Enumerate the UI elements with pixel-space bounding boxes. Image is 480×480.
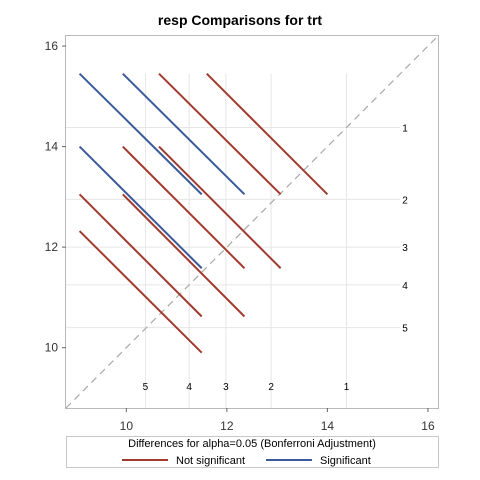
gridlines xyxy=(66,73,401,408)
y-tick-label: 10 xyxy=(45,341,59,355)
segment-significant xyxy=(78,72,203,196)
segment-not-significant xyxy=(206,72,329,196)
segment-not-significant xyxy=(122,145,246,269)
x-tick-label: 10 xyxy=(120,419,134,433)
x-tick-label: 14 xyxy=(321,419,335,433)
x-tick-label: 12 xyxy=(220,419,234,433)
mean-label-right: 5 xyxy=(402,324,408,335)
legend-label: Significant xyxy=(320,455,371,467)
legend-label: Not significant xyxy=(176,455,245,467)
mean-label-bottom: 4 xyxy=(186,382,192,393)
segment-not-significant xyxy=(78,230,203,354)
segment-significant xyxy=(78,145,203,269)
mean-label-right: 1 xyxy=(402,123,408,134)
segment-not-significant xyxy=(78,193,203,318)
legend-box xyxy=(66,436,439,468)
mean-label-bottom: 2 xyxy=(268,382,274,393)
diagonal-dashed-line xyxy=(65,35,439,409)
diagonal-reference-line xyxy=(65,35,439,409)
mean-label-right: 3 xyxy=(402,243,408,254)
segment-not-significant xyxy=(158,145,282,269)
mean-label-right: 2 xyxy=(402,195,408,206)
mean-label-right: 4 xyxy=(402,281,408,292)
legend-title: Differences for alpha=0.05 (Bonferroni A… xyxy=(128,438,376,450)
chart-title: resp Comparisons for trt xyxy=(158,12,322,28)
y-tick-label: 14 xyxy=(45,140,59,154)
legend-entries: Not significant Significant xyxy=(122,455,371,467)
mean-label-bottom: 5 xyxy=(143,382,149,393)
mean-labels: 1 2 3 4 5 5 4 3 2 1 xyxy=(143,123,409,393)
comparison-segments xyxy=(78,72,329,354)
segment-not-significant xyxy=(158,72,282,196)
segment-not-significant xyxy=(122,193,246,318)
mean-label-bottom: 1 xyxy=(344,382,350,393)
y-tick-label: 12 xyxy=(45,240,59,254)
mean-label-bottom: 3 xyxy=(223,382,229,393)
x-tick-label: 16 xyxy=(421,419,435,433)
segment-significant xyxy=(122,72,246,196)
y-tick-label: 16 xyxy=(45,39,59,53)
